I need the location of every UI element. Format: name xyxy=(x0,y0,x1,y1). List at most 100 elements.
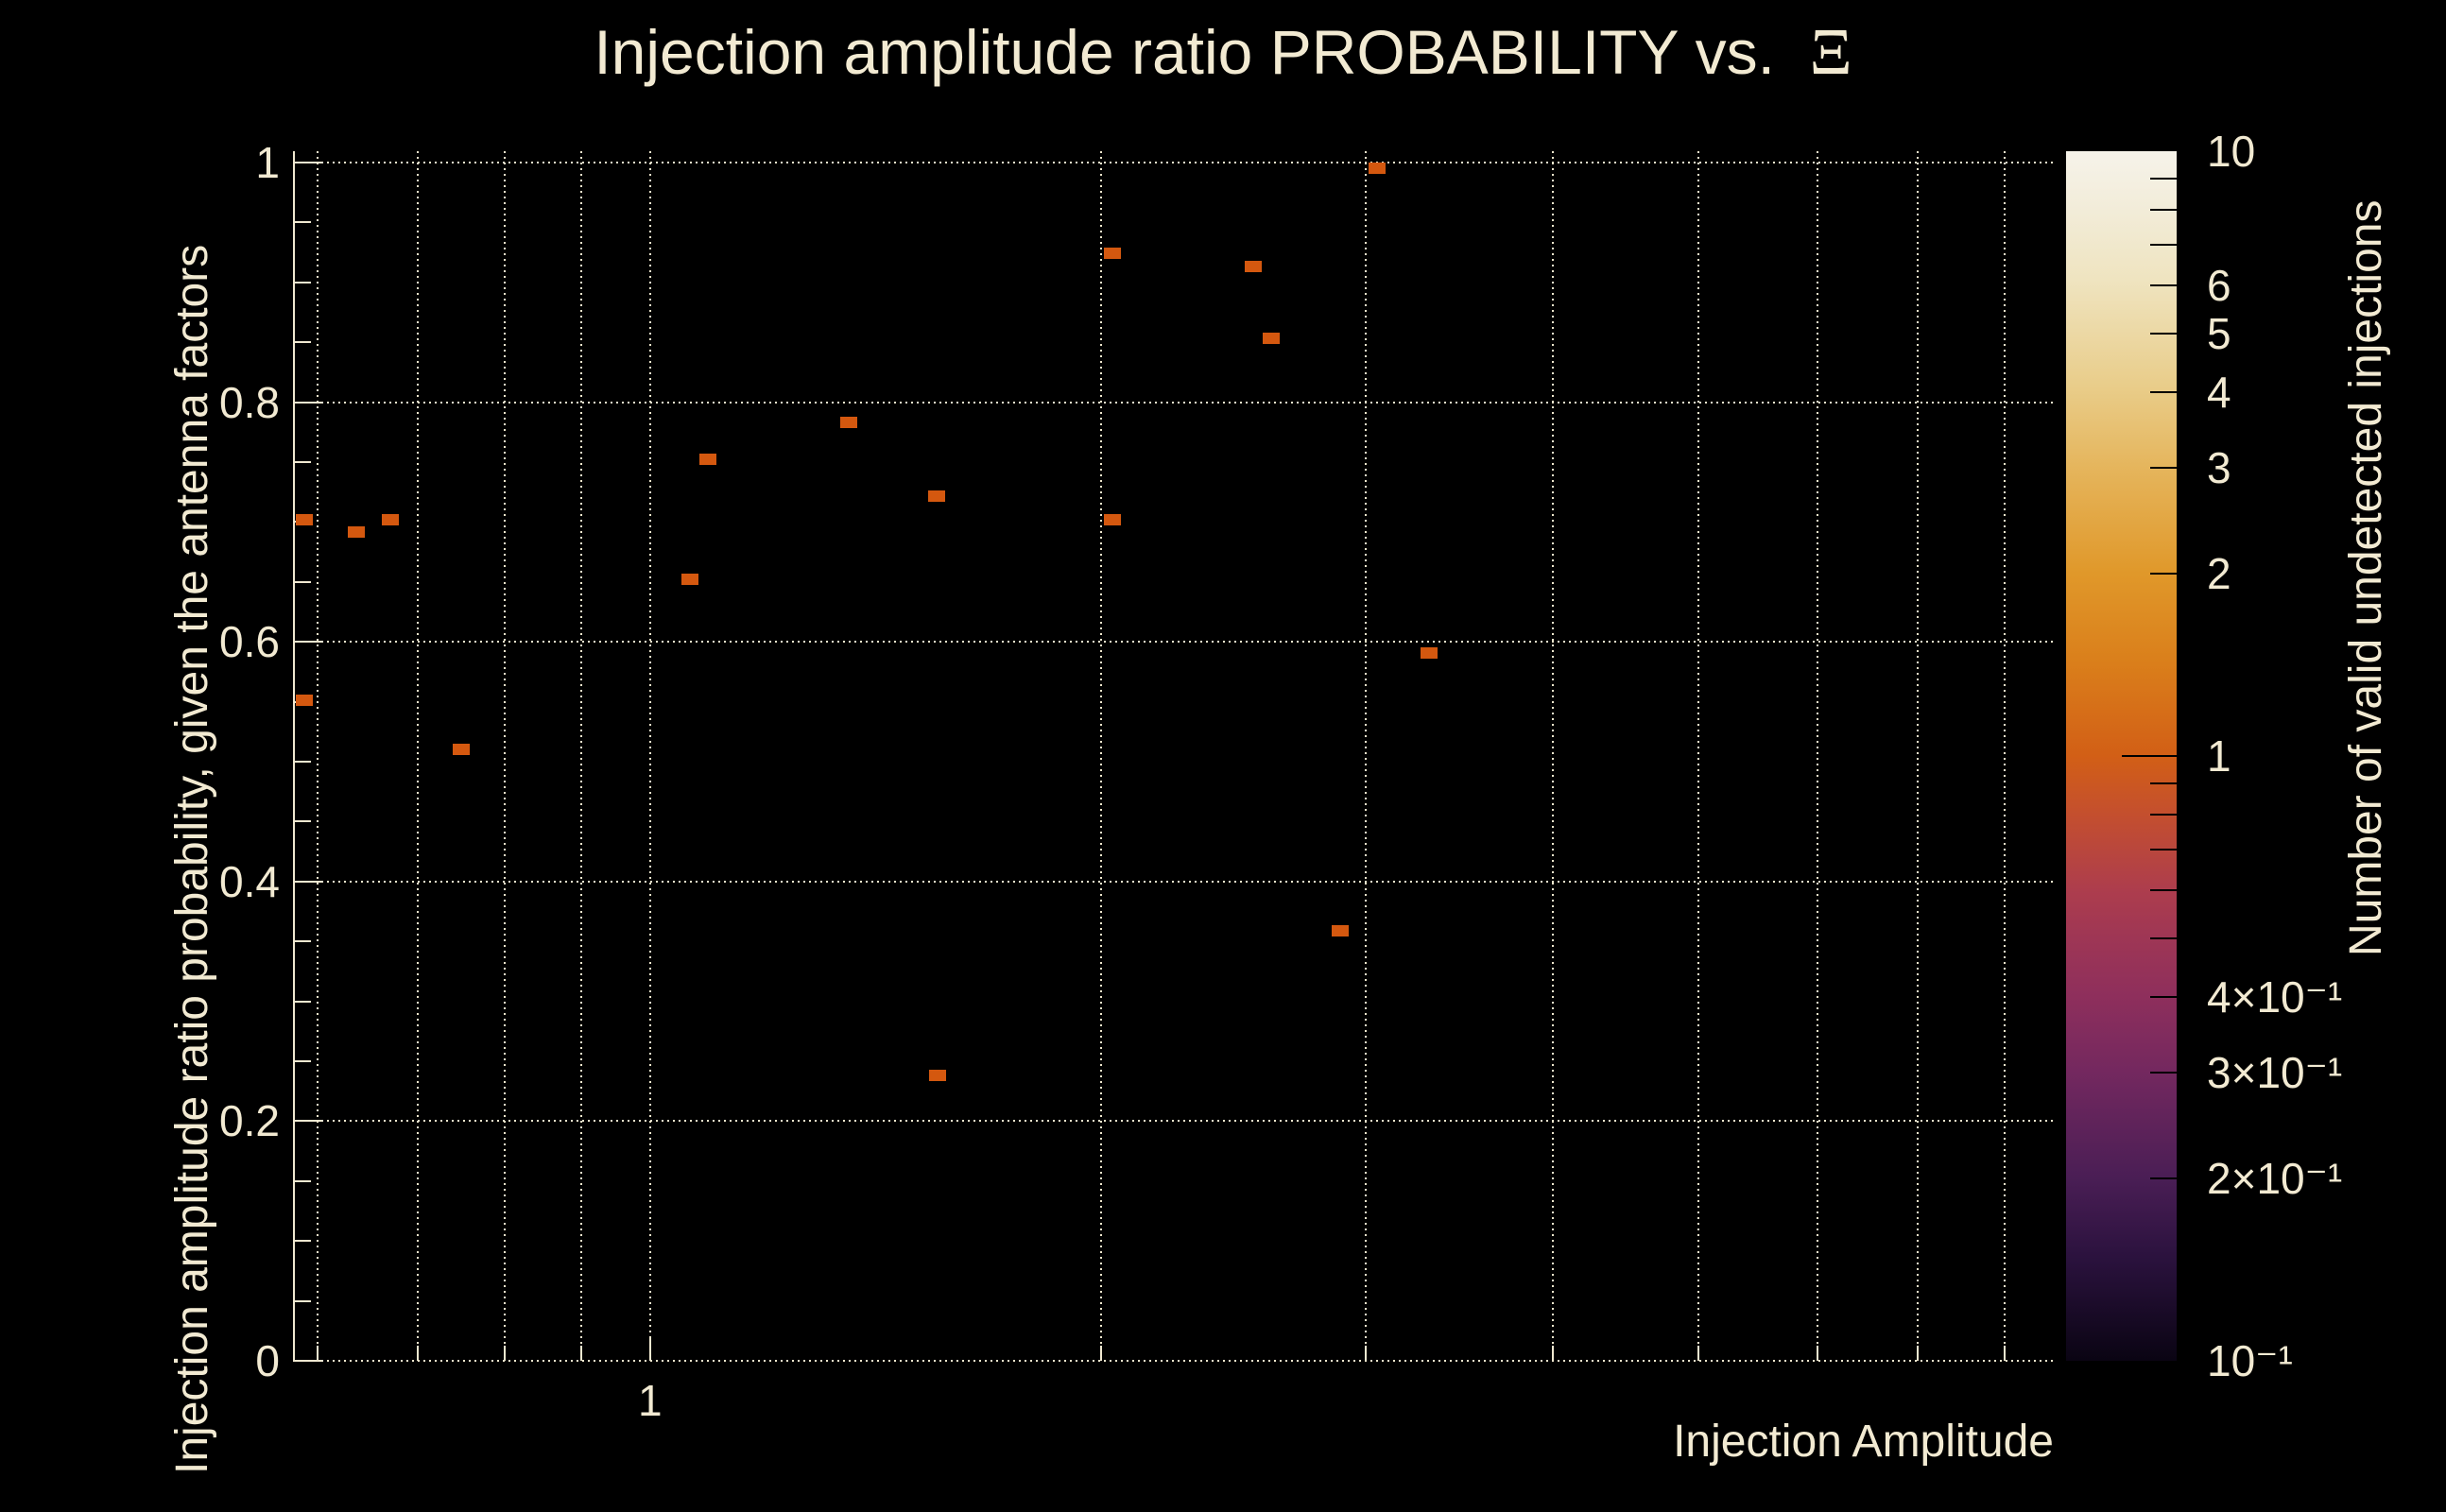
data-point xyxy=(1368,163,1386,175)
y-major-tick xyxy=(293,641,323,644)
colorbar-minor-tick xyxy=(2150,814,2177,816)
x-gridline xyxy=(2003,151,2006,1361)
x-minor-tick xyxy=(1100,1346,1103,1361)
x-gridline xyxy=(1364,151,1367,1361)
x-minor-tick xyxy=(503,1346,506,1361)
colorbar-minor-tick xyxy=(2150,178,2177,180)
data-point xyxy=(347,525,365,538)
data-point xyxy=(1332,924,1350,936)
x-minor-tick xyxy=(580,1346,583,1361)
x-major-tick xyxy=(648,1336,651,1361)
x-axis-title: Injection Amplitude xyxy=(1673,1417,2054,1467)
y-minor-tick xyxy=(293,461,311,464)
x-minor-tick xyxy=(1552,1346,1555,1361)
y-major-tick xyxy=(293,401,323,404)
x-minor-tick xyxy=(1697,1346,1699,1361)
colorbar-minor-tick xyxy=(2150,849,2177,851)
data-point xyxy=(680,574,698,586)
y-tick-label: 0.8 xyxy=(219,377,280,427)
colorbar-tick-label: 3 xyxy=(2207,442,2231,492)
x-gridline xyxy=(1816,151,1818,1361)
colorbar-minor-tick xyxy=(2150,1177,2177,1180)
colorbar-minor-tick xyxy=(2150,888,2177,891)
y-minor-tick xyxy=(293,580,311,583)
y-gridline xyxy=(293,880,2054,883)
colorbar-minor-tick xyxy=(2150,390,2177,393)
x-gridline xyxy=(648,151,651,1361)
y-axis-line xyxy=(293,151,295,1361)
x-minor-tick xyxy=(416,1346,419,1361)
data-point xyxy=(1104,513,1122,525)
colorbar-minor-tick xyxy=(2150,209,2177,212)
data-point xyxy=(452,744,470,756)
data-point xyxy=(1244,261,1262,273)
colorbar-tick-label: 3×10⁻¹ xyxy=(2207,1047,2343,1097)
y-tick-label: 0.6 xyxy=(219,617,280,667)
y-gridline xyxy=(293,641,2054,644)
colorbar-title: Number of valid undetected injections xyxy=(2341,199,2391,956)
y-major-tick xyxy=(293,880,323,883)
colorbar-major-tick xyxy=(2122,755,2177,757)
y-minor-tick xyxy=(293,281,311,284)
y-tick-label: 0 xyxy=(255,1336,280,1385)
y-gridline xyxy=(293,162,2054,164)
y-minor-tick xyxy=(293,1060,311,1062)
y-gridline xyxy=(293,401,2054,404)
colorbar-minor-tick xyxy=(2150,1071,2177,1074)
y-major-tick xyxy=(293,1120,323,1123)
colorbar-minor-tick xyxy=(2150,466,2177,469)
data-point xyxy=(295,695,313,707)
colorbar-tick-label: 4×10⁻¹ xyxy=(2207,971,2343,1022)
y-tick-label: 1 xyxy=(255,138,280,188)
x-gridline xyxy=(580,151,583,1361)
x-gridline xyxy=(1552,151,1555,1361)
colorbar-tick-label: 10 xyxy=(2207,127,2256,176)
colorbar-tick-label: 5 xyxy=(2207,308,2231,358)
data-point xyxy=(295,513,313,525)
x-tick-label: 1 xyxy=(637,1376,663,1425)
colorbar-minor-tick xyxy=(2150,782,2177,785)
colorbar-tick-label: 1 xyxy=(2207,731,2231,781)
y-minor-tick xyxy=(293,820,311,823)
plot-title-text: Injection amplitude ratio PROBABILITY vs… xyxy=(594,17,1810,87)
y-tick-label: 0.2 xyxy=(219,1096,280,1146)
colorbar-tick-label: 4 xyxy=(2207,367,2231,417)
x-minor-tick xyxy=(2003,1346,2006,1361)
x-gridline xyxy=(416,151,419,1361)
colorbar-tick-label: 10⁻¹ xyxy=(2207,1336,2293,1385)
colorbar-tick-label: 6 xyxy=(2207,260,2231,310)
data-point xyxy=(927,490,945,502)
y-gridline xyxy=(293,1360,2054,1362)
plot-title: Injection amplitude ratio PROBABILITY vs… xyxy=(0,15,2446,91)
y-tick-label: 0.4 xyxy=(219,856,280,906)
y-minor-tick xyxy=(293,1179,311,1182)
x-gridline xyxy=(316,151,319,1361)
xi-symbol: Ξ xyxy=(1809,16,1852,89)
x-gridline xyxy=(1697,151,1699,1361)
x-minor-tick xyxy=(316,1346,319,1361)
y-minor-tick xyxy=(293,341,311,344)
data-point xyxy=(699,454,717,466)
y-minor-tick xyxy=(293,1240,311,1243)
data-point xyxy=(928,1070,946,1082)
data-point xyxy=(1420,646,1438,659)
data-point xyxy=(1104,248,1122,260)
colorbar-minor-tick xyxy=(2150,995,2177,998)
x-minor-tick xyxy=(1364,1346,1367,1361)
x-minor-tick xyxy=(1816,1346,1818,1361)
colorbar-tick-label: 2×10⁻¹ xyxy=(2207,1154,2343,1204)
y-minor-tick xyxy=(293,940,311,943)
colorbar-minor-tick xyxy=(2150,284,2177,286)
colorbar-tick-label: 2 xyxy=(2207,549,2231,599)
y-minor-tick xyxy=(293,1000,311,1003)
y-major-tick xyxy=(293,162,323,164)
colorbar-minor-tick xyxy=(2150,332,2177,335)
colorbar-minor-tick xyxy=(2150,936,2177,939)
y-gridline xyxy=(293,1120,2054,1123)
x-minor-tick xyxy=(1916,1346,1919,1361)
data-point xyxy=(381,513,399,525)
data-point xyxy=(1263,333,1281,345)
colorbar-minor-tick xyxy=(2150,244,2177,247)
colorbar-minor-tick xyxy=(2150,573,2177,576)
